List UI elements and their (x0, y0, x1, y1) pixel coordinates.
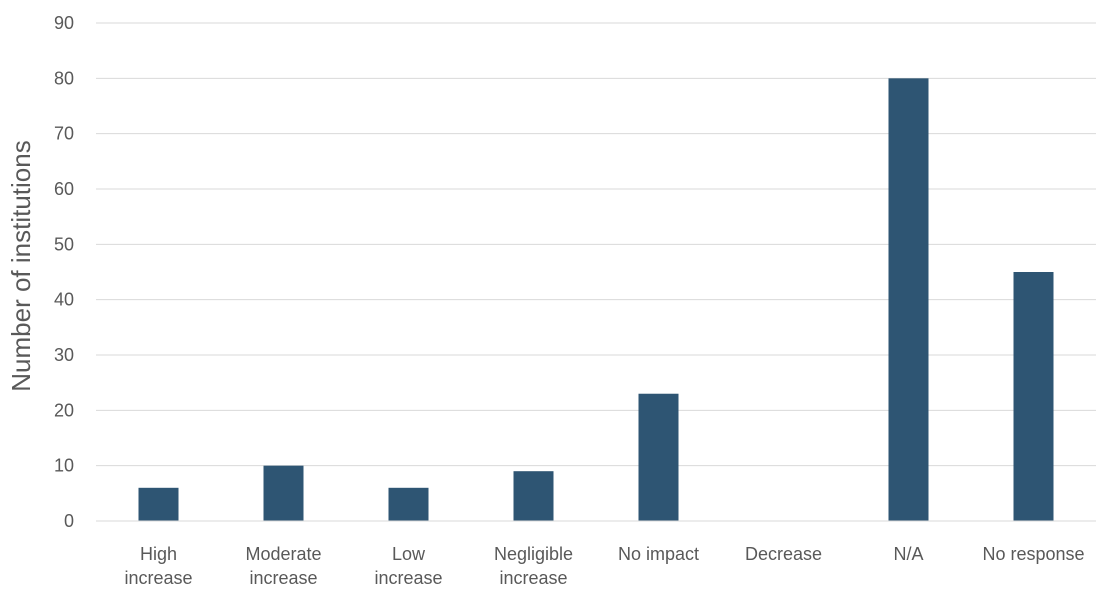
bar-negligible-increase (513, 471, 554, 521)
x-tick-label-low-increase: Low increase (374, 544, 442, 588)
bar-no-impact (638, 393, 679, 521)
x-tick-label-no-impact: No impact (618, 544, 699, 564)
x-tick-label-decrease: Decrease (745, 544, 822, 564)
y-tick-label-80: 80 (54, 68, 74, 88)
y-axis-ticks: 0 10 20 30 40 50 60 70 80 90 (54, 13, 74, 531)
y-tick-label-60: 60 (54, 179, 74, 199)
x-tick-label-negligible-increase: Negligible increase (494, 544, 573, 588)
x-tick-label-moderate-increase: Moderate increase (245, 544, 321, 588)
x-tick-label-no-response: No response (982, 544, 1084, 564)
bar-moderate-increase (263, 465, 304, 521)
y-tick-label-30: 30 (54, 345, 74, 365)
bar-n-a (888, 78, 929, 521)
y-tick-label-0: 0 (64, 511, 74, 531)
bar-no-response (1013, 272, 1054, 521)
y-tick-label-50: 50 (54, 234, 74, 254)
x-axis-ticks: High increase Moderate increase Low increase N… (124, 544, 1084, 588)
gridlines (96, 22, 1096, 467)
y-axis-title: Number of institutions (6, 140, 36, 391)
bars (138, 78, 1054, 521)
y-tick-label-10: 10 (54, 456, 74, 476)
y-tick-label-20: 20 (54, 400, 74, 420)
y-tick-label-70: 70 (54, 124, 74, 144)
bar-high-increase (138, 487, 179, 521)
y-tick-label-90: 90 (54, 13, 74, 33)
x-tick-label-n-a: N/A (893, 544, 923, 564)
bar-low-increase (388, 487, 429, 521)
x-tick-label-high-increase: High increase (124, 544, 192, 588)
y-tick-label-40: 40 (54, 290, 74, 310)
